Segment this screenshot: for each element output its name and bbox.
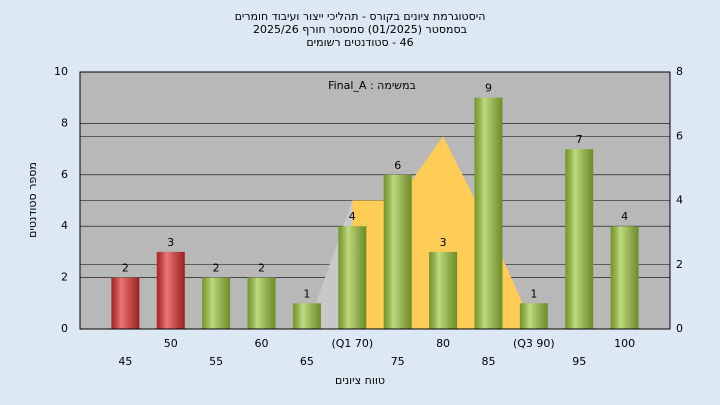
data-label: 4 [621, 210, 628, 223]
data-label: 2 [122, 262, 129, 275]
y-tick-label: 2 [61, 271, 68, 284]
x-tick-label: 50 [164, 337, 178, 350]
chart-subtitle: 46 - סטודנטים רשומים [306, 36, 413, 49]
y2-tick-label: 4 [676, 194, 683, 207]
x-tick-label: (Q1 70) [331, 337, 373, 350]
x-tick-label: 75 [391, 355, 405, 368]
x-axis-label: טווח ציונים [335, 374, 385, 387]
x-tick-label: (Q3 90) [513, 337, 555, 350]
data-label: 3 [167, 236, 174, 249]
data-label: 4 [349, 210, 356, 223]
y2-tick-label: 8 [676, 65, 683, 78]
chart-subtitle: בסמסטר (01/2025) סמסטר חורף 2025/26 [253, 23, 467, 36]
x-tick-label: 55 [209, 355, 223, 368]
x-tick-label: 45 [118, 355, 132, 368]
data-label: 9 [485, 82, 492, 95]
y-tick-label: 0 [61, 322, 68, 335]
annotation: במשימה : Final_A [328, 79, 416, 92]
data-label: 6 [394, 159, 401, 172]
x-tick-label: 100 [614, 337, 635, 350]
x-tick-label: 60 [255, 337, 269, 350]
data-label: 7 [576, 133, 583, 146]
y-tick-label: 6 [61, 168, 68, 181]
y-tick-label: 4 [61, 219, 68, 232]
chart-title: היסטוגרמת ציונים בקורס - תהליכי ייצור וע… [235, 10, 486, 23]
x-tick-label: 80 [436, 337, 450, 350]
y-tick-label: 8 [61, 116, 68, 129]
x-tick-label: 85 [481, 355, 495, 368]
y2-tick-label: 6 [676, 129, 683, 142]
x-tick-label: 65 [300, 355, 314, 368]
plot-border [79, 71, 671, 330]
y-tick-label: 10 [54, 65, 68, 78]
data-label: 3 [440, 236, 447, 249]
data-label: 2 [258, 262, 265, 275]
y-axis-label: מספר סטודנטים [26, 162, 39, 238]
y2-tick-label: 0 [676, 322, 683, 335]
data-label: 1 [303, 287, 310, 300]
data-label: 2 [213, 262, 220, 275]
y2-tick-label: 2 [676, 258, 683, 271]
x-tick-label: 95 [572, 355, 586, 368]
data-label: 1 [530, 287, 537, 300]
